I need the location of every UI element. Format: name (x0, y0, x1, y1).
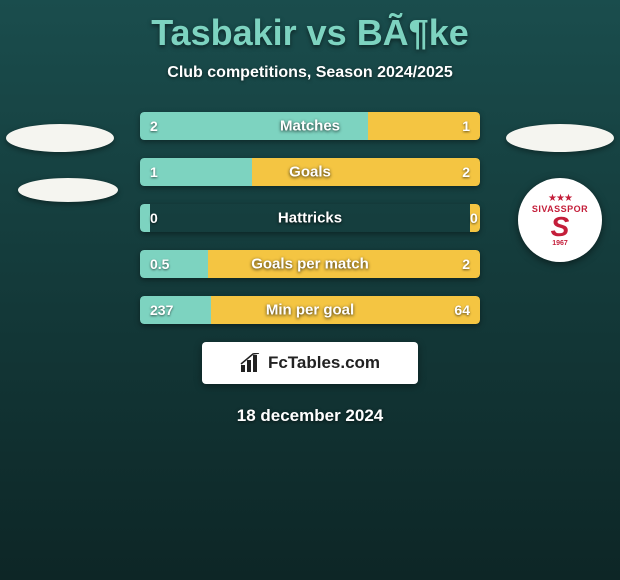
brand-text: FcTables.com (268, 353, 380, 373)
bar-track: 0 0 Hattricks (140, 204, 480, 232)
page-title: Tasbakir vs BÃ¶ke (0, 0, 620, 54)
stat-row-matches: 2 1 Matches (70, 112, 550, 140)
bar-label: Hattricks (278, 210, 342, 227)
bar-chart-icon (240, 353, 262, 373)
bar-right-value: 2 (462, 164, 470, 180)
stat-row-goals-per-match: 0.5 2 Goals per match (70, 250, 550, 278)
bar-label: Goals (289, 164, 331, 181)
bar-left-value: 1 (150, 164, 158, 180)
bar-left-segment: 1 (140, 158, 252, 186)
bar-left-value: 0.5 (150, 256, 169, 272)
bar-right-segment: 2 (252, 158, 480, 186)
bar-track: 0.5 2 Goals per match (140, 250, 480, 278)
bar-label: Goals per match (251, 256, 369, 273)
bar-track: 1 2 Goals (140, 158, 480, 186)
bar-right-value: 2 (462, 256, 470, 272)
bar-right-segment: 1 (368, 112, 480, 140)
bar-track: 2 1 Matches (140, 112, 480, 140)
bar-left-segment: 237 (140, 296, 211, 324)
bar-right-value: 64 (454, 302, 470, 318)
date-label: 18 december 2024 (0, 406, 620, 426)
bar-left-segment: 0 (140, 204, 150, 232)
bar-track: 237 64 Min per goal (140, 296, 480, 324)
bar-label: Matches (280, 118, 340, 135)
bar-label: Min per goal (266, 302, 354, 319)
stat-row-goals: 1 2 Goals (70, 158, 550, 186)
crest-stars-icon: ★★★ (548, 193, 572, 204)
stat-row-hattricks: 0 0 Hattricks (70, 204, 550, 232)
brand-badge[interactable]: FcTables.com (202, 342, 418, 384)
bar-left-segment: 0.5 (140, 250, 208, 278)
bar-left-value: 0 (150, 210, 158, 226)
bar-right-segment: 0 (470, 204, 480, 232)
bar-left-value: 237 (150, 302, 173, 318)
bar-right-value: 1 (462, 118, 470, 134)
stat-row-min-per-goal: 237 64 Min per goal (70, 296, 550, 324)
comparison-bars: 2 1 Matches 1 2 Goals 0 0 Hattricks 0.5 … (70, 112, 550, 324)
bar-left-value: 2 (150, 118, 158, 134)
crest-year: 1967 (552, 240, 568, 247)
crest-logo-letter: S (551, 214, 570, 239)
bar-right-value: 0 (470, 210, 478, 226)
page-subtitle: Club competitions, Season 2024/2025 (0, 64, 620, 82)
